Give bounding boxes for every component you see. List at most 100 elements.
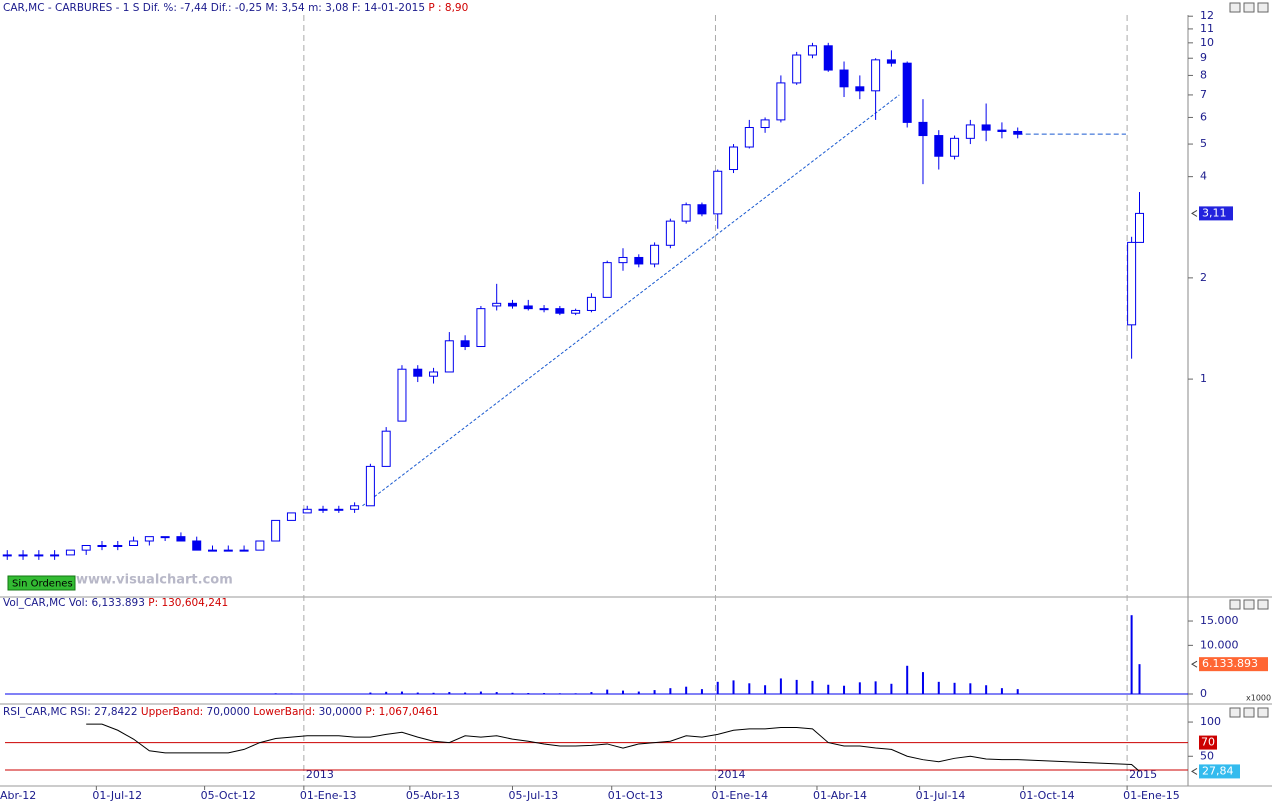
- year-label: 2015: [1129, 768, 1157, 781]
- unit-label: x1000: [1246, 694, 1271, 703]
- window-buttons[interactable]: [1229, 2, 1269, 718]
- trendline: [362, 94, 900, 507]
- y-tick-label: 8: [1200, 68, 1207, 81]
- volume-bar: [1000, 688, 1003, 694]
- price-tag: [1199, 657, 1268, 672]
- x-tick-label: 01-Abr-14: [813, 789, 867, 802]
- value: 6,133.893: [91, 597, 144, 609]
- maximize-button[interactable]: [1243, 2, 1255, 13]
- candle-body: [492, 302, 502, 307]
- candle-body: [507, 302, 517, 307]
- close-button[interactable]: [1257, 707, 1269, 718]
- maximize-button[interactable]: [1243, 707, 1255, 718]
- minimize-button[interactable]: [1229, 599, 1241, 610]
- candle-body: [697, 204, 707, 215]
- candle-body: [381, 430, 391, 467]
- volume-bar: [732, 680, 735, 694]
- candle-body: [350, 505, 360, 510]
- candle-body: [208, 549, 218, 552]
- candle-body: [2, 554, 12, 557]
- candle-body: [586, 296, 596, 311]
- volume-bar: [764, 685, 767, 694]
- button-bg[interactable]: [7, 575, 76, 591]
- candle-body: [634, 256, 644, 265]
- candle-body: [792, 54, 802, 84]
- value: 27,8422: [94, 706, 137, 718]
- candle-body: [397, 368, 407, 422]
- x-tick-label: 05-Abr-13: [406, 789, 460, 802]
- x-tick-label: Abr-12: [0, 789, 36, 802]
- x-tick-label: 01-Oct-14: [1019, 789, 1074, 802]
- band-tag-label: 70: [1201, 736, 1215, 749]
- volume-bar: [558, 693, 561, 694]
- candle-body: [760, 119, 770, 129]
- candle-body: [523, 305, 533, 310]
- volume-bar: [985, 685, 988, 694]
- value: 70,0000: [207, 706, 250, 718]
- candle-body: [886, 59, 896, 64]
- minimize-button[interactable]: [1229, 707, 1241, 718]
- volume-bar: [369, 692, 372, 694]
- volume-bar: [464, 692, 467, 694]
- price-header: CAR,MC - CARBURES - 1 S Dif. %: -7,44 Di…: [3, 2, 468, 14]
- candle-body: [334, 508, 344, 511]
- candle-body: [429, 371, 439, 377]
- volume-bar: [874, 681, 877, 694]
- candle-body: [555, 308, 565, 314]
- volume-bar: [274, 693, 277, 694]
- y-tick-label: 10: [1200, 36, 1214, 49]
- candle-body: [934, 135, 944, 157]
- volume-bar: [685, 686, 688, 694]
- candle-body: [413, 368, 423, 377]
- candle-body: [981, 124, 991, 131]
- volume-bar: [637, 691, 640, 694]
- candle-body: [223, 549, 233, 552]
- volume-bar: [543, 693, 546, 694]
- extra: P : 8,90: [428, 2, 468, 14]
- volume-bar: [827, 684, 830, 694]
- candle-body: [855, 86, 865, 92]
- candle-body: [365, 465, 375, 507]
- stats: Dif. %: -7,44 Dif.: -0,25 M: 3,54 m: 3,0…: [143, 2, 425, 14]
- minimize-button[interactable]: [1229, 2, 1241, 13]
- volume-bar: [400, 691, 403, 694]
- volume-bar: [795, 679, 798, 694]
- y-tick-label: 15.000: [1200, 614, 1239, 627]
- y-tick-label: 10.000: [1200, 638, 1239, 651]
- button-label[interactable]: Sin Ordenes: [12, 579, 73, 590]
- close-button[interactable]: [1257, 2, 1269, 13]
- candle-body: [34, 554, 44, 557]
- candle-body: [539, 308, 549, 311]
- candle-body: [239, 549, 249, 552]
- x-tick-label: 05-Oct-12: [201, 789, 256, 802]
- candle-body: [918, 121, 928, 137]
- price-tag: [1199, 206, 1233, 221]
- rsi-line: [86, 723, 1140, 772]
- volume-bar: [495, 692, 498, 694]
- volume-bar: [1138, 664, 1141, 694]
- y-tick-label: 2: [1200, 271, 1207, 284]
- maximize-button[interactable]: [1243, 599, 1255, 610]
- candle-body: [192, 540, 202, 551]
- x-tick-label: 01-Ene-14: [711, 789, 768, 802]
- y-tick-label: 7: [1200, 88, 1207, 101]
- candle-body: [807, 45, 817, 56]
- candle-body: [97, 544, 107, 547]
- y-tick-label: 6: [1200, 110, 1207, 123]
- volume-bar: [527, 693, 530, 694]
- candle-body: [729, 146, 739, 171]
- close-button[interactable]: [1257, 599, 1269, 610]
- volume-bar: [590, 692, 593, 694]
- candle-body: [681, 204, 691, 222]
- volume-bar: [937, 681, 940, 694]
- order-button[interactable]: Sin Ordenes: [7, 575, 76, 591]
- volume-bar: [290, 693, 293, 694]
- candle-body: [160, 536, 170, 539]
- candle-body: [65, 549, 75, 556]
- y-tick-label: 4: [1200, 170, 1207, 183]
- x-tick-label: 01-Ene-15: [1123, 789, 1180, 802]
- candle-body: [650, 244, 660, 265]
